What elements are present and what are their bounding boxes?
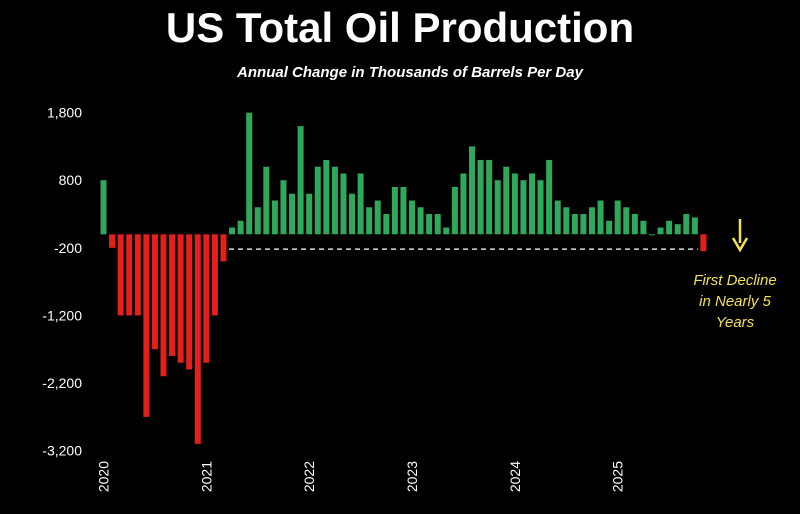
bar [271, 200, 278, 235]
bar [340, 173, 347, 235]
bar [588, 207, 595, 235]
chart-title: US Total Oil Production [165, 4, 635, 51]
y-tick-label: -1,200 [42, 307, 82, 323]
bar [237, 220, 244, 235]
bar [383, 214, 390, 235]
bar [554, 200, 561, 235]
bar [580, 214, 587, 235]
bar [186, 234, 193, 370]
bar [229, 227, 236, 235]
bar [409, 200, 416, 235]
x-tick-label: 2025 [610, 461, 626, 492]
bar [391, 186, 398, 235]
chart-subtitle: Annual Change in Thousands of Barrels Pe… [237, 64, 583, 81]
bar [597, 200, 604, 235]
bar [469, 146, 476, 235]
bar [194, 234, 201, 444]
x-tick-label: 2020 [96, 461, 112, 492]
bar [203, 234, 210, 363]
bar [700, 234, 707, 252]
bar [297, 126, 304, 235]
annotation-line: in Nearly 5 [699, 293, 771, 310]
annotation-line: First Decline [693, 272, 777, 289]
bar [571, 214, 578, 235]
bar [666, 220, 673, 235]
bar [177, 234, 184, 363]
x-tick-label: 2022 [301, 461, 317, 492]
bar [631, 214, 638, 235]
bar [100, 180, 107, 235]
bar [683, 214, 690, 235]
bar [357, 173, 364, 235]
bar [674, 224, 681, 235]
bar [280, 180, 287, 235]
bar [426, 214, 433, 235]
annotation-first-decline: First Decline in Nearly 5 Years [680, 270, 790, 333]
annotation-line: Years [715, 314, 755, 331]
bar [460, 173, 467, 235]
y-tick-label: 800 [59, 172, 83, 188]
bar [640, 220, 647, 235]
bar [503, 166, 510, 235]
bar [563, 207, 570, 235]
bar [546, 159, 553, 235]
bar [657, 227, 664, 235]
bar [374, 200, 381, 235]
x-tick-label: 2023 [404, 461, 420, 492]
bar [263, 166, 270, 235]
bar [211, 234, 218, 316]
bar [160, 234, 167, 377]
bar [537, 180, 544, 235]
y-tick-label: -2,200 [42, 375, 82, 391]
y-tick-label: -3,200 [42, 443, 82, 459]
bar [451, 186, 458, 235]
bar [109, 234, 116, 248]
y-tick-label: 1,800 [47, 105, 82, 121]
bar [400, 186, 407, 235]
bar [529, 173, 535, 235]
bar [306, 193, 313, 235]
bar [134, 234, 141, 316]
bar [520, 180, 527, 235]
bar [220, 234, 227, 262]
bar [648, 234, 655, 236]
down-arrow-head-icon [731, 237, 749, 253]
bar [443, 227, 450, 235]
bar [494, 180, 501, 235]
bar [606, 220, 613, 235]
bar [417, 207, 424, 235]
bar [246, 112, 253, 235]
bar [614, 200, 621, 235]
bar [434, 214, 441, 235]
bar [331, 166, 338, 235]
bar [126, 234, 133, 316]
bar [254, 207, 261, 235]
bar [477, 159, 484, 235]
bar [349, 193, 356, 235]
bar [323, 159, 330, 235]
bar [151, 234, 158, 350]
bar [143, 234, 150, 417]
bar [511, 173, 518, 235]
y-tick-label: -200 [54, 240, 82, 256]
bar [169, 234, 176, 356]
bar [486, 159, 493, 235]
bar [314, 166, 321, 235]
bar [623, 207, 630, 235]
x-tick-label: 2021 [198, 461, 214, 492]
bar [117, 234, 124, 316]
bar [289, 193, 296, 235]
bar [366, 207, 373, 235]
x-tick-label: 2024 [507, 461, 523, 492]
bar [691, 217, 698, 235]
